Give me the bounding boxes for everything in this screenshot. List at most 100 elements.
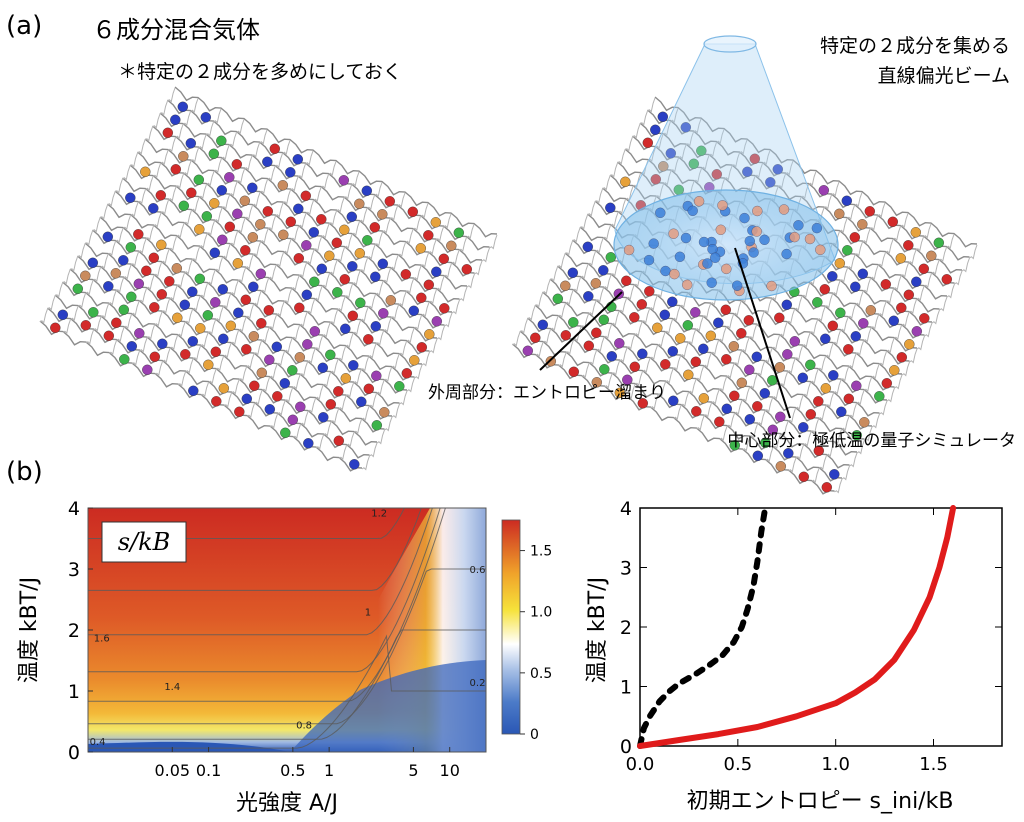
atom [778,204,790,215]
atom [346,211,357,223]
lattice-ridge [129,164,453,316]
atom [453,227,464,239]
atom [355,297,366,308]
atom [643,254,655,266]
atom [911,326,922,337]
atom [264,354,275,365]
atom [126,291,137,302]
atom [232,208,243,220]
atom [811,222,823,234]
atom [187,286,198,297]
atom [834,258,845,269]
atom [317,362,328,373]
line-y-tick-label: 2 [620,617,632,639]
atom [789,336,800,347]
atom [889,365,900,376]
beam-label-line1: 特定の２成分を集める [820,35,1010,57]
atom [903,289,914,300]
heatmap-x-tick-label: 0.05 [154,761,190,780]
atom [461,264,472,275]
atom [714,416,725,427]
atom [775,411,786,422]
atom [669,268,680,280]
heatmap-y-tick-label: 1 [68,681,80,703]
atom [149,351,161,362]
contour-line [88,629,486,740]
atom [347,261,358,272]
atom [729,440,740,451]
atom [424,329,435,340]
atom [264,404,275,415]
atom [606,351,617,362]
atom [216,135,227,147]
atom [431,266,442,277]
atom [325,399,336,410]
atom [318,412,329,423]
atom [859,417,870,428]
atom [256,367,267,378]
atom [560,280,571,291]
atom [675,333,686,344]
panel-b-label: (b) [6,457,43,487]
atom [256,318,267,329]
atom [659,309,670,320]
atom [394,381,405,392]
lattice-ridge [527,317,850,469]
atom [655,207,666,218]
atom [162,127,174,139]
atom [720,304,731,315]
atom [804,233,816,245]
atom [850,331,861,342]
atom [216,185,228,196]
atom [598,265,609,276]
atom [815,244,826,255]
center-pointer [734,247,791,419]
line-y-tick-label: 3 [620,558,632,580]
atom [370,271,381,282]
line-x-tick-label: 1.0 [821,754,850,775]
atom [194,273,206,284]
atom [652,322,663,333]
atom [295,401,306,412]
atom [668,395,679,406]
atom [690,356,701,367]
atom [278,229,289,241]
atom [148,203,159,214]
atom [285,216,296,228]
lattice-ridge [788,223,932,473]
heatmap-y-tick-label: 3 [68,559,80,581]
atom [209,247,221,259]
atom [637,348,648,359]
atom [774,312,785,323]
atom [736,328,747,339]
atom [102,231,114,243]
atom [759,388,770,399]
atom [195,323,206,334]
atom [667,296,678,307]
contour-line [88,568,486,725]
atom [193,174,205,186]
atom [354,248,365,259]
atom [590,278,601,289]
atom [293,203,304,215]
atom [728,341,739,352]
line-x-tick-label: 0.5 [724,754,753,775]
title-box: s/kB [101,521,187,563]
contour-line [88,508,446,702]
atom [752,205,763,217]
atom [217,284,229,295]
atom [636,299,647,310]
atom [674,251,686,262]
lattice-ridge [742,202,886,452]
atom [333,435,344,446]
atom [620,176,631,188]
atom [629,312,640,323]
atom [767,424,778,435]
atom [798,422,809,433]
atom [650,174,661,185]
atom [125,242,137,253]
atom [605,202,616,214]
atom [895,253,906,264]
lattice-ridge [811,234,955,483]
line-xlabel: 初期エントロピー s_ini/kB [687,789,954,814]
